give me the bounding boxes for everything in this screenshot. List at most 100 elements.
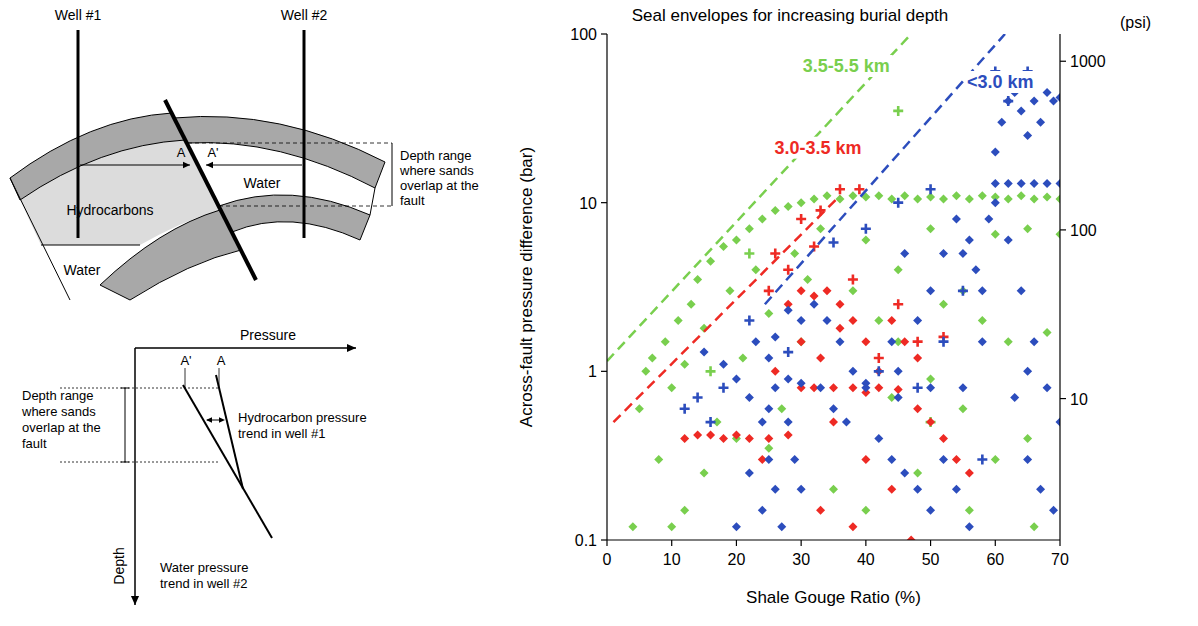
point xyxy=(693,430,702,439)
point-label: A' xyxy=(180,353,191,368)
y-tick xyxy=(601,202,607,203)
point xyxy=(1056,179,1061,188)
point xyxy=(939,249,948,258)
point xyxy=(1043,88,1052,97)
point xyxy=(887,455,896,464)
arrow xyxy=(134,348,136,605)
y-tick-label: 0.1 xyxy=(575,532,597,549)
point xyxy=(751,265,760,274)
text-line: where sands xyxy=(21,404,96,419)
point xyxy=(667,383,676,392)
arrow-head xyxy=(206,417,212,422)
point xyxy=(848,522,857,531)
point xyxy=(745,468,754,477)
point xyxy=(926,375,935,384)
text-line: where sands xyxy=(399,163,474,178)
point xyxy=(894,385,903,394)
point xyxy=(861,337,870,346)
point xyxy=(835,337,844,346)
x-tick-label: 50 xyxy=(922,551,940,568)
point xyxy=(991,230,1000,239)
point xyxy=(1043,179,1052,188)
point xyxy=(758,418,767,427)
point xyxy=(874,191,883,200)
x-tick-label: 20 xyxy=(728,551,746,568)
point xyxy=(700,348,709,357)
point xyxy=(913,353,922,362)
point xyxy=(829,238,839,248)
point xyxy=(783,347,793,357)
point xyxy=(971,265,980,274)
text-line: trend in well #2 xyxy=(160,576,247,591)
point xyxy=(887,316,896,325)
point xyxy=(939,300,948,309)
fluid-label: Hydrocarbons xyxy=(66,202,153,218)
reservoir-diagram: Well #1Well #2AA'HydrocarbonsWaterWaterD… xyxy=(10,7,479,300)
point xyxy=(810,291,819,300)
point xyxy=(764,309,773,318)
point xyxy=(797,337,806,346)
plot-area xyxy=(607,34,1060,540)
pressure-diagram: PressureDepthDepth rangewhere sandsoverl… xyxy=(21,327,367,605)
x-tick xyxy=(930,540,931,546)
point xyxy=(719,242,728,251)
point xyxy=(900,337,909,346)
point xyxy=(913,404,922,413)
point xyxy=(1004,179,1013,188)
point xyxy=(771,332,780,341)
point xyxy=(913,195,922,204)
point xyxy=(777,522,786,531)
point xyxy=(1023,131,1032,140)
point xyxy=(816,224,825,233)
point xyxy=(965,506,974,515)
point xyxy=(913,468,922,477)
annotation: Depth rangewhere sandsoverlap at thefaul… xyxy=(21,388,101,451)
x-tick-label: 10 xyxy=(663,551,681,568)
text-line: Water pressure xyxy=(160,560,248,575)
point xyxy=(810,195,819,204)
point xyxy=(958,286,967,295)
point xyxy=(952,215,961,224)
point xyxy=(939,337,949,347)
point xyxy=(965,236,974,245)
point xyxy=(777,404,786,413)
text-line: overlap at the xyxy=(22,420,101,435)
y2-tick xyxy=(1060,61,1066,62)
y-tick xyxy=(601,539,607,540)
point xyxy=(797,485,806,494)
point xyxy=(816,353,825,362)
point xyxy=(829,418,838,427)
envelope-label: <3.0 km xyxy=(967,72,1034,92)
point xyxy=(861,455,870,464)
point xyxy=(797,286,806,295)
annotation: Depth rangewhere sandsoverlap at thefaul… xyxy=(399,148,479,208)
bracket xyxy=(125,388,126,462)
leader xyxy=(219,368,220,388)
point xyxy=(1017,191,1026,200)
y2-tick-label: 10 xyxy=(1070,391,1088,408)
point xyxy=(1030,195,1039,204)
point xyxy=(706,257,715,266)
point xyxy=(926,383,935,392)
point xyxy=(784,306,793,315)
point xyxy=(771,206,780,215)
point xyxy=(706,417,716,427)
point xyxy=(744,316,754,326)
point xyxy=(1056,418,1061,427)
point xyxy=(848,275,858,285)
block-edge xyxy=(370,188,375,215)
text-line: Hydrocarbon pressure xyxy=(238,410,367,425)
envelope-line xyxy=(607,34,911,361)
point xyxy=(796,214,806,224)
point xyxy=(784,418,793,427)
point xyxy=(745,393,754,402)
y-tick-label: 1 xyxy=(588,363,597,380)
point xyxy=(978,286,987,295)
point xyxy=(718,383,728,393)
arrow xyxy=(80,164,190,165)
point xyxy=(978,316,987,325)
well xyxy=(303,30,306,238)
point xyxy=(771,383,780,392)
point xyxy=(693,392,703,402)
point xyxy=(958,404,967,413)
